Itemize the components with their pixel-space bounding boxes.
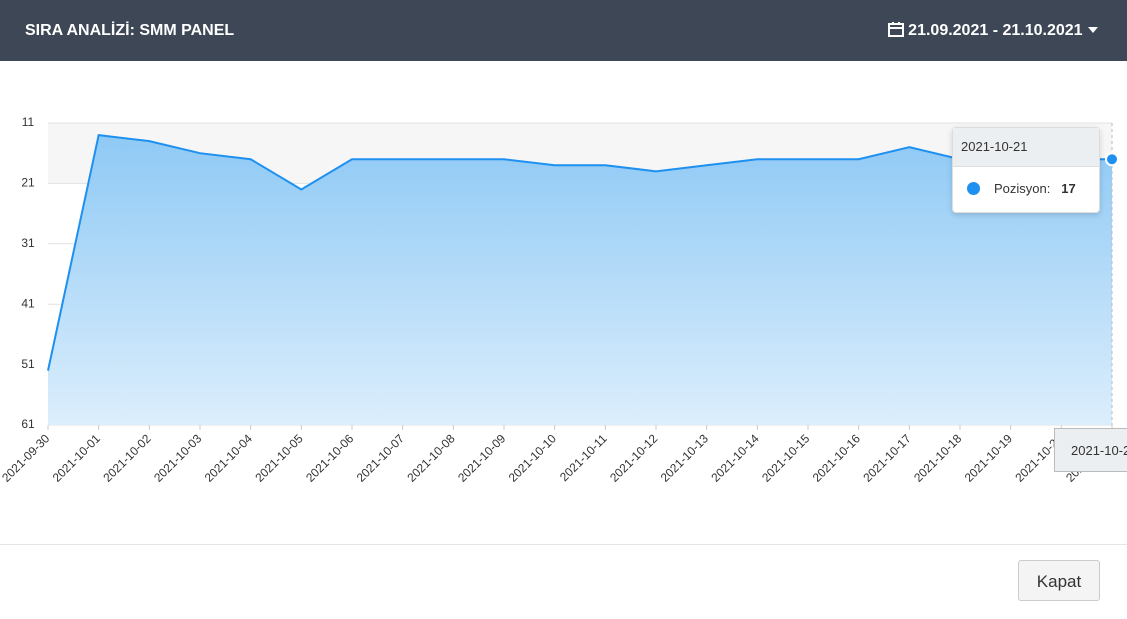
- x-tick-label: 2021-10-14: [708, 431, 762, 485]
- x-tick-label: 2021-10-10: [506, 431, 560, 485]
- y-tick-label: 11: [22, 115, 35, 129]
- tooltip-title: 2021-10-21: [953, 128, 1099, 167]
- caret-icon: [1088, 27, 1098, 33]
- area: [48, 135, 1112, 425]
- calendar-icon: [887, 22, 904, 37]
- x-tick-label: 2021-10-08: [404, 431, 458, 485]
- x-tick-label: 2021-10-17: [860, 431, 914, 485]
- x-tick-label: 2021-10-12: [607, 431, 661, 485]
- y-tick-label: 21: [21, 176, 35, 190]
- x-tick-label: 2021-10-01: [50, 431, 104, 485]
- x-tick-label: 2021-10-18: [911, 431, 965, 485]
- date-range-text: 21.09.2021 - 21.10.2021: [908, 22, 1083, 39]
- x-tick-label: 2021-10-07: [354, 431, 408, 485]
- tooltip-value: 17: [1061, 181, 1076, 196]
- x-tooltip: 2021-10-21: [1054, 428, 1127, 472]
- y-tick-label: 41: [21, 296, 35, 310]
- close-button[interactable]: Kapat: [1018, 560, 1100, 601]
- tooltip-label: Pozisyon:: [994, 181, 1051, 196]
- modal-header: SIRA ANALİZİ: SMM PANEL 21.09.2021 - 21.…: [0, 0, 1127, 61]
- y-tick-label: 61: [21, 417, 35, 431]
- x-tick-label: 2021-10-13: [658, 431, 712, 485]
- line: [47, 133, 1112, 371]
- x-tick-label: 2021-10-06: [303, 431, 357, 485]
- x-tick-label: 2021-09-30: [0, 431, 53, 485]
- x-tick-label: 2021-10-11: [557, 431, 610, 484]
- x-tick-label: 2021-10-19: [962, 431, 1016, 485]
- modal-title: SIRA ANALİZİ: SMM PANEL: [25, 22, 235, 39]
- tooltip: 2021-10-21 Pozisyon: 17: [952, 127, 1100, 213]
- hover-marker: [1105, 152, 1119, 167]
- modal-footer: [0, 544, 1127, 545]
- x-tick-label: 2021-10-03: [151, 431, 205, 485]
- x-tick-label: 2021-10-04: [202, 431, 256, 485]
- chart: 1121314151612021-09-302021-10-012021-10-…: [0, 115, 1119, 485]
- x-tick-label: 2021-10-09: [455, 431, 509, 485]
- x-tick-label: 2021-10-15: [759, 431, 813, 485]
- x-tick-label: 2021-10-02: [100, 431, 154, 485]
- x-tick-label: 2021-10-16: [810, 431, 864, 485]
- date-range[interactable]: 21.09.2021 - 21.10.2021: [887, 21, 1099, 40]
- y-tick-label: 51: [21, 357, 35, 371]
- y-tick-label: 31: [21, 236, 35, 250]
- x-tick-label: 2021-10-05: [252, 431, 306, 485]
- tooltip-marker: [967, 182, 980, 195]
